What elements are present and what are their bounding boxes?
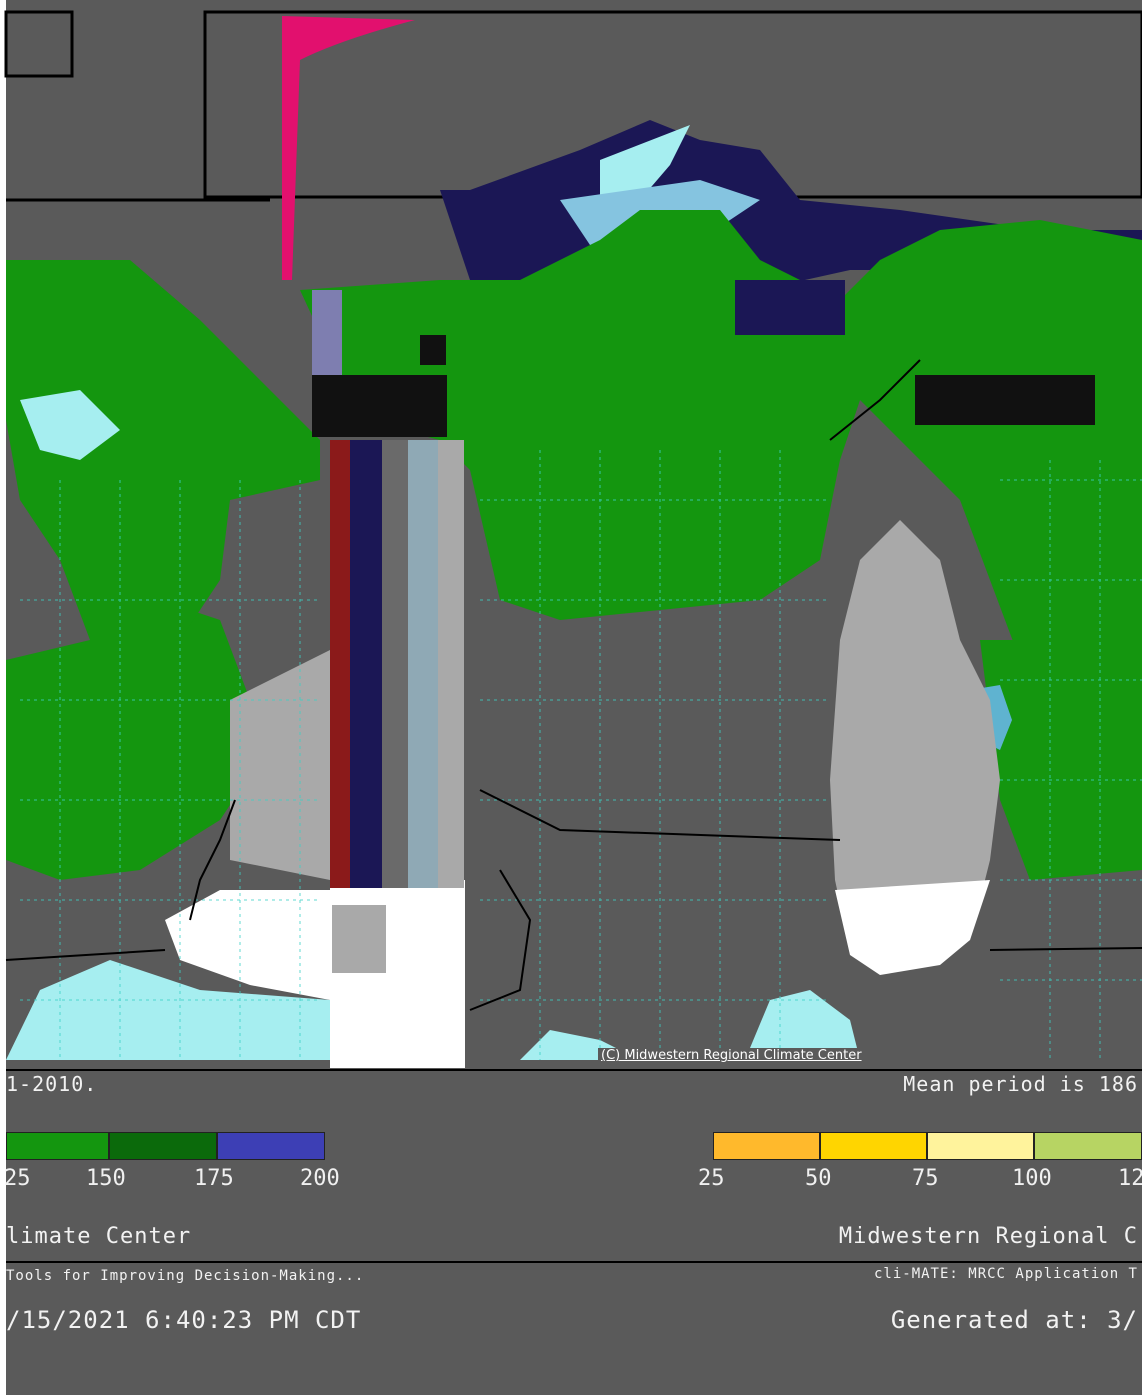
tool-label-left[interactable]: Tools for Improving Decision-Making...	[6, 1268, 365, 1284]
region-green-north	[300, 210, 1142, 660]
legend-left-tick: 200	[300, 1166, 340, 1191]
legend-left-swatch-3	[217, 1132, 325, 1160]
region-green-west	[6, 600, 260, 880]
period-label-left: 1-2010.	[6, 1072, 98, 1096]
legend-left-tick: 150	[86, 1166, 126, 1191]
legend-left-tick: 25	[4, 1166, 31, 1191]
generated-label-left: /15/2021 6:40:23 PM CDT	[6, 1306, 362, 1334]
legend-right-swatch-2	[820, 1132, 927, 1160]
legend-right-tick: 75	[912, 1166, 939, 1191]
legend-right-swatch-1	[713, 1132, 820, 1160]
tool-label-right[interactable]: cli-MATE: MRCC Application T	[873, 1266, 1138, 1282]
legend-right-tick: 50	[805, 1166, 832, 1191]
region-green-east	[980, 640, 1142, 880]
top-frame-left	[4, 10, 74, 78]
lake-michigan	[830, 520, 1000, 970]
legend-right-tick: 25	[698, 1166, 725, 1191]
generated-label-right: Generated at: 3/	[890, 1306, 1138, 1334]
region-magenta	[282, 16, 415, 280]
legend-right-tick: 12	[1118, 1166, 1142, 1191]
legend-left-swatch-1	[6, 1132, 109, 1160]
map-credit[interactable]: (C) Midwestern Regional Climate Center	[598, 1048, 865, 1063]
region-cyan-sw	[6, 960, 330, 1060]
legend-right-swatch-3	[927, 1132, 1034, 1160]
legend-left-tick: 175	[194, 1166, 234, 1191]
period-label-right: Mean period is 186	[903, 1072, 1138, 1096]
org-label-left: limate Center	[6, 1224, 192, 1249]
legend-right-tick: 100	[1012, 1166, 1052, 1191]
white-region-west	[165, 890, 330, 1000]
legend-left-swatch-2	[109, 1132, 217, 1160]
org-label-right: Midwestern Regional C	[838, 1224, 1138, 1249]
legend-right-swatch-4	[1034, 1132, 1142, 1160]
